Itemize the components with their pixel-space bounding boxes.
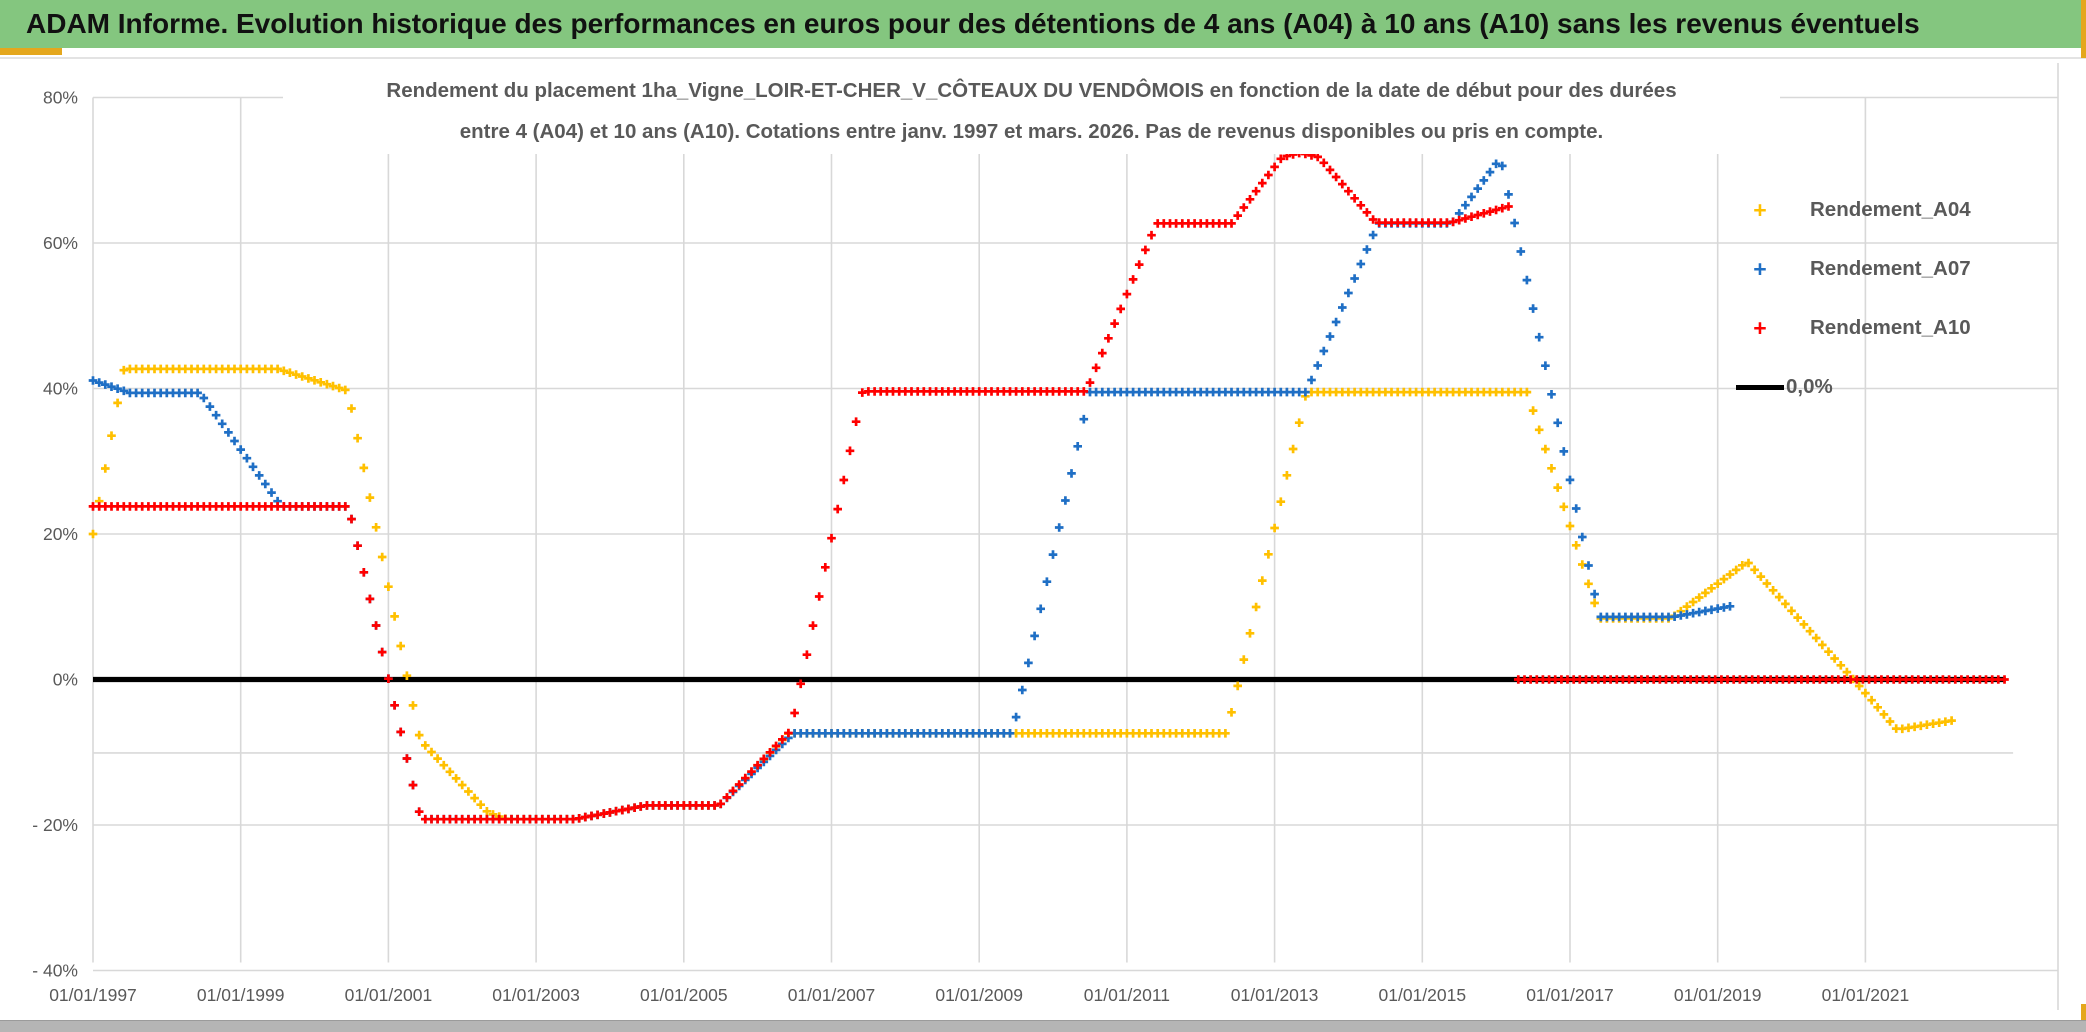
legend-item-rendement-a10[interactable]: + Rendement_A10 <box>1734 308 2064 348</box>
svg-text:40%: 40% <box>43 379 78 399</box>
svg-text:60%: 60% <box>43 233 78 253</box>
svg-text:01/01/2005: 01/01/2005 <box>640 985 728 1005</box>
series-rendement_a10 <box>88 148 2009 824</box>
legend-label: Rendement_A04 <box>1810 198 1971 221</box>
plus-marker-icon: + <box>1753 197 1767 223</box>
amber-accent-right-top <box>2081 0 2086 58</box>
svg-text:01/01/1997: 01/01/1997 <box>49 985 137 1005</box>
series-rendement_a04 <box>88 364 1956 824</box>
legend-item-rendement-a07[interactable]: + Rendement_A07 <box>1734 249 2064 289</box>
svg-text:01/01/2021: 01/01/2021 <box>1822 985 1910 1005</box>
footer-scroll-band[interactable] <box>0 1020 2086 1032</box>
series-rendement_a07 <box>88 159 1735 824</box>
svg-text:01/01/2017: 01/01/2017 <box>1526 985 1614 1005</box>
svg-text:01/01/2015: 01/01/2015 <box>1379 985 1467 1005</box>
plus-marker-icon: + <box>1753 256 1767 282</box>
svg-text:01/01/1999: 01/01/1999 <box>197 985 285 1005</box>
svg-text:01/01/2001: 01/01/2001 <box>345 985 433 1005</box>
chart-title: Rendement du placement 1ha_Vigne_LOIR-ET… <box>283 70 1780 154</box>
svg-text:20%: 20% <box>43 524 78 544</box>
reference-lines <box>93 676 2014 754</box>
data-series-markers <box>88 148 2009 824</box>
svg-text:01/01/2007: 01/01/2007 <box>788 985 876 1005</box>
svg-text:01/01/2019: 01/01/2019 <box>1674 985 1762 1005</box>
y-axis-tick-labels: 80% 60% 40% 20% 0% - 20% - 40% <box>32 88 78 981</box>
chart-top-border <box>0 57 2086 59</box>
svg-text:01/01/2013: 01/01/2013 <box>1231 985 1319 1005</box>
svg-text:80%: 80% <box>43 88 78 108</box>
line-marker-icon <box>1736 384 1784 390</box>
legend-label: Rendement_A07 <box>1810 257 1971 280</box>
x-axis-tick-labels: 01/01/1997 01/01/1999 01/01/2001 01/01/2003… <box>49 985 1909 1005</box>
chart-legend: + Rendement_A04 + Rendement_A07 + Rendem… <box>1734 190 2064 426</box>
header-title: ADAM Informe. Evolution historique des p… <box>0 0 2086 48</box>
svg-text:- 20%: - 20% <box>32 815 78 835</box>
amber-accent-right-bottom <box>2081 1004 2086 1031</box>
legend-item-rendement-a04[interactable]: + Rendement_A04 <box>1734 190 2064 230</box>
svg-text:0%: 0% <box>53 670 78 690</box>
legend-label: Rendement_A10 <box>1810 316 1971 339</box>
svg-text:- 40%: - 40% <box>32 961 78 981</box>
chart-title-line1: Rendement du placement 1ha_Vigne_LOIR-ET… <box>386 79 1677 102</box>
legend-item-zero-line[interactable]: 0,0% <box>1734 367 2064 407</box>
svg-text:01/01/2003: 01/01/2003 <box>492 985 580 1005</box>
svg-text:01/01/2009: 01/01/2009 <box>935 985 1023 1005</box>
svg-text:01/01/2011: 01/01/2011 <box>1084 985 1170 1005</box>
chart-title-line2: entre 4 (A04) et 10 ans (A10). Cotations… <box>459 120 1604 143</box>
plus-marker-icon: + <box>1753 315 1767 341</box>
legend-label: 0,0% <box>1786 375 1833 398</box>
amber-accent-left <box>0 48 62 55</box>
gridlines <box>92 63 2059 1010</box>
